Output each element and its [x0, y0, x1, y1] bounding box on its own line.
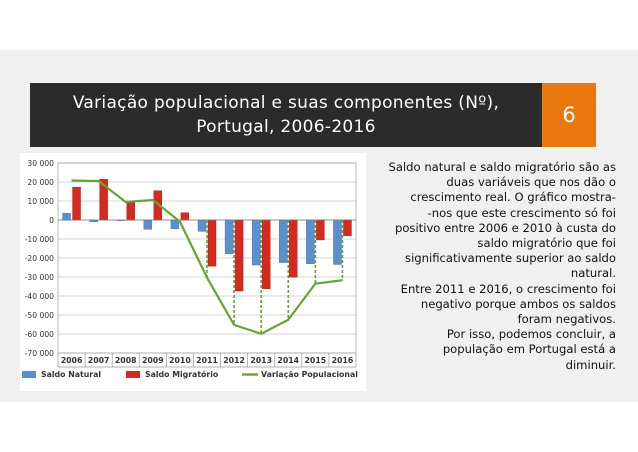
y-tick-label: 0	[49, 216, 54, 225]
bar-saldo-natural	[251, 219, 261, 266]
y-tick-label: -50 000	[25, 311, 54, 320]
text-line: duas variáveis que nos dão o	[446, 175, 616, 190]
text-line: saldo migratório que foi	[477, 236, 616, 251]
y-tick-label: -40 000	[25, 292, 54, 301]
y-tick-label: -70 000	[25, 349, 54, 358]
bar-saldo-migratorio	[289, 219, 298, 278]
paragraph-3: Por isso, podemos concluir, a população e…	[368, 327, 616, 373]
text-line: população em Portugal está a	[442, 342, 616, 357]
y-tick-label: -30 000	[25, 273, 54, 282]
slide-title: Variação populacional e suas componentes…	[30, 83, 542, 147]
slide-number: 6	[542, 83, 596, 147]
x-tick-label: 2009	[142, 356, 164, 365]
legend-label: Saldo Natural	[41, 370, 101, 379]
bar-saldo-natural	[143, 219, 153, 230]
x-tick-label: 2006	[61, 356, 83, 365]
legend-label: Variação Populacional	[261, 370, 358, 379]
text-line: foram negativos.	[517, 312, 616, 327]
bar-saldo-natural	[224, 219, 234, 255]
y-tick-label: -10 000	[25, 235, 54, 244]
x-tick-label: 2008	[115, 356, 137, 365]
bar-saldo-migratorio	[126, 201, 135, 221]
chart-svg: 30 000 20 000 10 000 0 -10 000 -20 000 -30 000…	[20, 153, 366, 391]
title-line-1: Variação populacional e suas componentes…	[72, 93, 500, 113]
bar-saldo-natural	[170, 219, 180, 229]
x-tick-label: 2011	[196, 356, 218, 365]
y-tick-label: -20 000	[25, 254, 54, 263]
text-line: positivo entre 2006 e 2010 à custa do	[394, 220, 616, 235]
bar-saldo-migratorio	[180, 212, 190, 221]
y-tick-label: 30 000	[27, 159, 54, 168]
legend-swatch	[22, 371, 36, 378]
plot-frame	[57, 162, 357, 354]
text-line: -nos que este crescimento só foi	[427, 205, 616, 220]
bar-saldo-migratorio	[234, 219, 244, 292]
legend-label: Saldo Migratório	[145, 370, 219, 379]
text-line: Saldo natural e saldo migratório são as	[388, 160, 617, 174]
x-tick-label: 2013	[250, 356, 272, 365]
text-line: crescimento real. O gráfico mostra-	[410, 190, 616, 205]
legend-swatch	[126, 371, 140, 378]
bar-saldo-natural	[333, 219, 342, 265]
text-line: negativo porque ambos os saldos	[420, 296, 616, 311]
text-line: Por isso, podemos concluir, a	[446, 327, 616, 342]
y-tick-label: 20 000	[27, 178, 54, 187]
title-line-2: Portugal, 2006-2016	[196, 117, 376, 137]
bar-saldo-natural	[279, 219, 288, 263]
bar-saldo-migratorio	[343, 219, 352, 236]
bar-saldo-migratorio	[316, 219, 325, 241]
population-chart: 30 000 20 000 10 000 0 -10 000 -20 000 -30 000…	[20, 153, 366, 395]
text-line: diminuir.	[565, 357, 616, 372]
x-tick-label: 2016	[332, 356, 354, 365]
bar-saldo-migratorio	[261, 219, 271, 289]
x-tick-label: 2014	[277, 356, 299, 365]
explanation-text: Saldo natural e saldo migratório são as d…	[368, 160, 617, 373]
bar-saldo-natural	[197, 219, 207, 232]
bar-saldo-natural	[62, 213, 71, 221]
text-line: significativamente superior ao saldo	[405, 251, 616, 266]
x-tick-label: 2015	[305, 356, 327, 365]
text-line: Entre 2011 e 2016, o crescimento foi	[400, 281, 616, 296]
paragraph-2: Entre 2011 e 2016, o crescimento foi nega…	[368, 282, 616, 328]
y-tick-label: 10 000	[27, 197, 54, 206]
bar-saldo-natural	[306, 219, 315, 264]
y-tick-label: -60 000	[25, 330, 54, 339]
text-line: natural.	[570, 266, 616, 281]
x-tick-label: 2012	[223, 356, 245, 365]
x-tick-label: 2007	[88, 356, 110, 365]
bar-saldo-migratorio	[207, 219, 217, 267]
bar-saldo-migratorio	[72, 186, 81, 221]
paragraph-1: Saldo natural e saldo migratório são as d…	[368, 160, 617, 282]
x-tick-label: 2010	[169, 356, 191, 365]
